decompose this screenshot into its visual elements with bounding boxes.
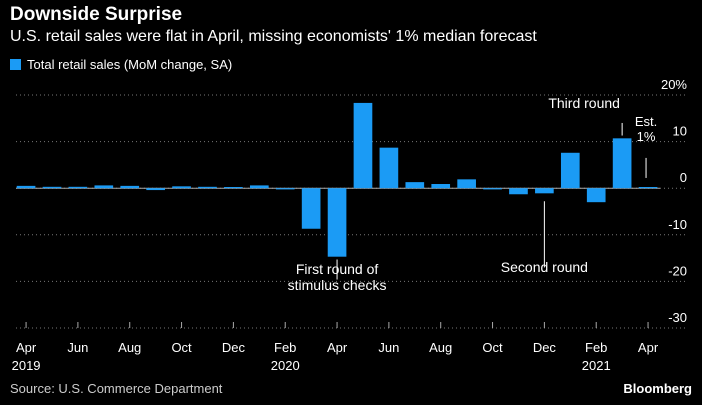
x-tick-label: Apr: [638, 340, 659, 355]
x-tick-year-label: 2021: [582, 358, 611, 373]
y-tick-label: 20%: [661, 77, 687, 92]
annotation-second-round: Second round: [501, 259, 588, 275]
bar: [483, 188, 502, 190]
legend-label: Total retail sales (MoM change, SA): [27, 57, 233, 72]
bar: [560, 152, 580, 189]
x-tick-label: Jun: [378, 340, 399, 355]
bar: [612, 138, 632, 189]
bar: [120, 185, 140, 189]
x-tick-label: Apr: [16, 340, 37, 355]
source-note: Source: U.S. Commerce Department: [10, 381, 223, 396]
bar: [301, 188, 321, 229]
bar: [68, 186, 88, 189]
y-tick-label: -10: [668, 217, 687, 232]
bar: [353, 102, 373, 189]
bar: [198, 186, 217, 189]
x-tick-year-label: 2019: [12, 358, 41, 373]
bar: [16, 185, 36, 189]
x-tick-label: Jun: [67, 340, 88, 355]
bar: [457, 179, 476, 189]
bar: [146, 188, 165, 191]
annotation-estimate: Est.: [635, 114, 657, 129]
bar: [638, 187, 658, 189]
chart-title: Downside Surprise: [10, 4, 183, 25]
x-tick-label: Feb: [274, 340, 296, 355]
y-tick-label: 0: [680, 170, 687, 185]
x-tick-label: Aug: [118, 340, 141, 355]
y-tick-label: 10: [673, 124, 687, 139]
bar: [327, 188, 347, 257]
x-tick-label: Feb: [585, 340, 607, 355]
legend-swatch: [10, 59, 21, 70]
bar: [405, 182, 425, 189]
bar: [431, 184, 451, 189]
bar: [224, 187, 243, 189]
x-tick-label: Dec: [222, 340, 246, 355]
x-tick-label: Oct: [171, 340, 192, 355]
bar: [94, 185, 114, 189]
bar: [275, 188, 295, 190]
bar: [586, 188, 606, 203]
x-tick-label: Apr: [327, 340, 348, 355]
bar: [42, 186, 62, 189]
legend: Total retail sales (MoM change, SA): [10, 57, 232, 72]
annotation-first-round: stimulus checks: [288, 277, 387, 293]
annotation-third-round: Third round: [548, 95, 620, 111]
bloomberg-logo: Bloomberg: [623, 381, 692, 396]
annotation-first-round: First round of: [296, 261, 379, 277]
bar: [509, 188, 528, 195]
x-tick-label: Oct: [482, 340, 503, 355]
y-tick-label: -20: [668, 263, 687, 278]
annotation-estimate: 1%: [637, 129, 656, 144]
bar: [172, 186, 191, 189]
bar: [249, 185, 269, 189]
x-tick-year-label: 2020: [271, 358, 300, 373]
bar: [379, 147, 399, 189]
chart-subtitle: U.S. retail sales were flat in April, mi…: [10, 28, 537, 45]
y-tick-label: -30: [668, 310, 687, 325]
bar: [535, 188, 554, 194]
x-tick-label: Aug: [429, 340, 452, 355]
x-tick-label: Dec: [533, 340, 557, 355]
